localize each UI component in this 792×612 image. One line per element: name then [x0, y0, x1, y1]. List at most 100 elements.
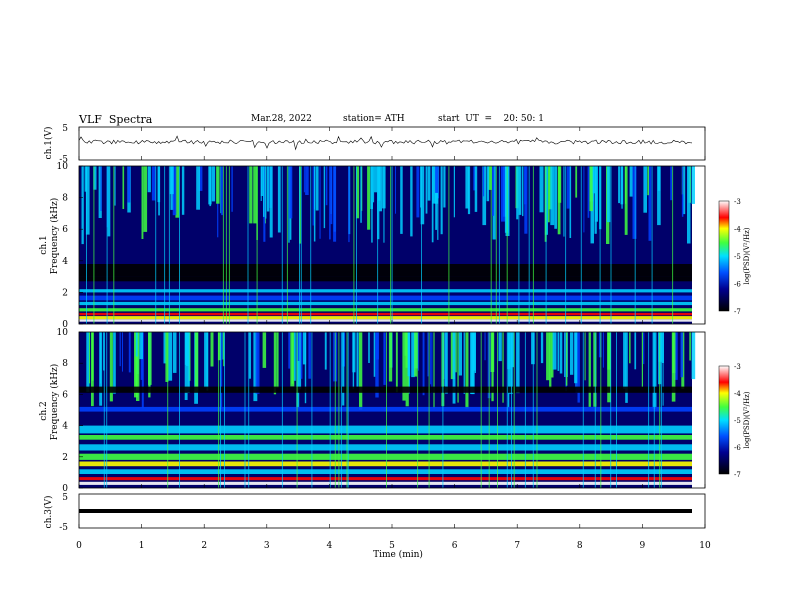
spectrogram-sferic	[506, 166, 508, 324]
colorbar-tick-label: -5	[734, 253, 741, 261]
spec-ytick-label: 10	[57, 162, 69, 172]
spectrogram-sferic	[311, 332, 313, 488]
spectrogram-streak	[266, 166, 270, 212]
spec-ytick-label: 2	[62, 288, 68, 298]
spectrogram-streak	[443, 166, 446, 208]
spectrogram-streak	[587, 166, 590, 218]
spectrogram-band	[79, 469, 692, 474]
spectrogram-streak	[641, 332, 643, 387]
spectrogram-streak	[210, 332, 214, 367]
spec-ytick-label: 0	[62, 320, 68, 330]
spectrogram-sferic	[600, 332, 602, 488]
spectrogram-streak	[300, 332, 303, 379]
spectrogram-streak	[302, 332, 307, 365]
spectrogram-sferic	[599, 166, 601, 324]
spectrogram-streak	[539, 166, 544, 213]
spectrogram-streak	[134, 332, 138, 398]
ch2-colorbar-ticks: -3 -4 -5 -6 -7	[734, 363, 741, 479]
spectrogram-sferic	[536, 332, 538, 488]
spectrogram-streak	[139, 332, 143, 360]
spectrogram-streak	[474, 166, 478, 212]
spectrogram-streak	[359, 332, 363, 410]
spectrogram-streak	[122, 332, 123, 372]
spectrogram-band	[79, 406, 692, 412]
x-tick-label: 7	[514, 541, 520, 551]
x-tick-label: 5	[389, 541, 395, 551]
spectrogram-sferic	[648, 332, 650, 488]
spectrogram-sferic	[518, 166, 520, 324]
spectrogram-streak	[330, 166, 333, 225]
colorbar-tick-label: -3	[734, 363, 741, 371]
spectrogram-streak	[687, 166, 691, 244]
spectrogram-band	[79, 301, 692, 306]
spectrogram-streak	[208, 166, 212, 205]
ch1-spec-ylabel-channel: ch.1	[39, 235, 49, 254]
spectrogram-streak	[427, 166, 431, 201]
spectrogram-streak	[265, 166, 267, 219]
spectrogram-streak	[546, 332, 550, 381]
ch1-colorbar	[718, 200, 730, 312]
ch1-ytick-bottom: -5	[59, 155, 68, 165]
spectrogram-streak	[342, 332, 345, 406]
spectrogram-streak	[445, 332, 448, 394]
spectrogram-streak	[88, 332, 91, 384]
spectrogram-sferic	[168, 166, 170, 324]
spectrogram-sferic	[651, 166, 653, 324]
spectrogram-sferic	[532, 332, 534, 488]
spectrogram-streak	[574, 332, 578, 384]
spectrogram-sferic	[377, 166, 379, 324]
spectrogram-sferic	[490, 166, 492, 324]
spectrogram-streak	[554, 166, 557, 229]
spectrogram-streak	[304, 332, 307, 404]
spectrogram-band	[79, 276, 692, 282]
spectrogram-streak	[175, 166, 180, 218]
spectrogram-sferic	[532, 166, 534, 324]
spectrogram-streak	[549, 332, 552, 388]
colorbar-tick-label: -5	[734, 417, 741, 425]
spectrogram-streak	[141, 166, 144, 239]
spectrogram-streak	[422, 332, 425, 396]
spectrogram-streak	[312, 166, 314, 226]
spectrogram-sferic	[506, 332, 508, 488]
spectrogram-sferic	[580, 166, 582, 324]
spectrogram-streak	[550, 332, 554, 378]
spectrogram-band	[79, 386, 692, 393]
spectrogram-sferic	[390, 166, 392, 324]
spectrogram-streak	[670, 166, 673, 201]
spectrogram-streak	[395, 166, 396, 214]
spectrogram-sferic	[299, 166, 300, 324]
spectrogram-sferic	[545, 166, 547, 324]
spectrogram-streak	[253, 166, 257, 224]
spectrogram-streak	[472, 332, 476, 371]
spectrogram-streak	[273, 332, 277, 395]
spectrogram-streak	[598, 332, 602, 358]
spectrogram-streak	[204, 332, 208, 388]
spectrogram-streak	[490, 332, 495, 372]
spectrogram-streak	[298, 332, 302, 390]
spectrogram-streak	[373, 166, 378, 193]
spectrogram-streak	[618, 166, 620, 204]
spectrogram-streak	[206, 332, 209, 391]
spectrogram-streak	[453, 166, 455, 218]
spectrogram-streak	[658, 332, 663, 362]
spectrogram-sferic	[334, 332, 336, 488]
spectrogram-streak	[196, 166, 200, 210]
spectrogram-streak	[157, 166, 161, 203]
spectrogram-streak	[91, 332, 94, 381]
x-tick-label: 4	[327, 541, 333, 551]
ch1-ytick-top: 5	[62, 124, 68, 134]
spectrogram-streak	[416, 166, 420, 218]
spectrogram-streak	[431, 166, 434, 243]
spectrogram-streak	[375, 332, 379, 398]
ch2-spec-ylabel-frequency: Frequency (kHz)	[49, 364, 60, 441]
spectrogram-streak	[276, 332, 279, 389]
spectrogram-sferic	[244, 332, 246, 488]
spectrogram-sferic	[488, 332, 490, 488]
spectrogram-streak	[565, 332, 568, 386]
spectrogram-streak	[483, 166, 485, 197]
spectrogram-streak	[181, 166, 185, 215]
spectrogram-streak	[288, 332, 291, 369]
spectrogram-streak	[383, 332, 386, 385]
spectrogram-streak	[249, 166, 253, 224]
spectrogram-streak	[128, 332, 131, 373]
